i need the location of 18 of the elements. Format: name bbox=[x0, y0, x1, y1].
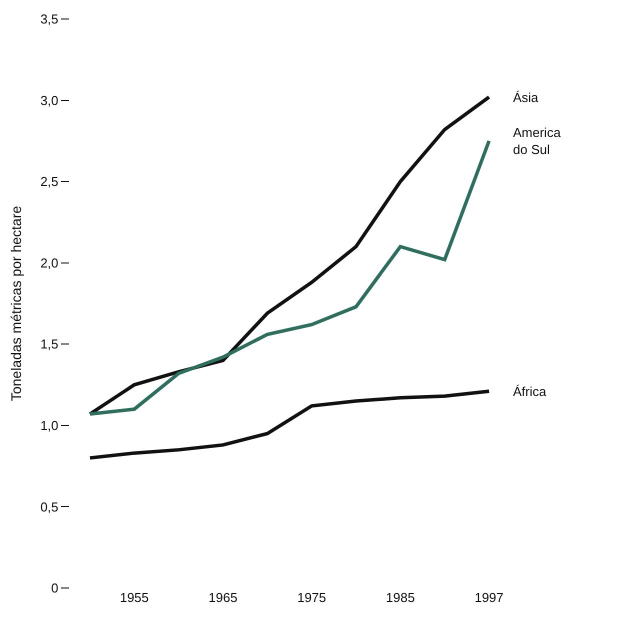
y-tick-label: 0 bbox=[51, 580, 58, 596]
x-tick-label: 1975 bbox=[297, 590, 326, 605]
y-tick-label: 1,5 bbox=[40, 336, 58, 352]
series-label: America do Sul bbox=[513, 125, 562, 157]
x-tick-label: 1955 bbox=[120, 590, 149, 605]
x-tick-label: 1985 bbox=[386, 590, 415, 605]
y-axis-title: Toneladas métricas por hectare bbox=[8, 206, 24, 402]
y-tick-label: 3,5 bbox=[40, 12, 58, 27]
series-label: Ásia bbox=[513, 90, 540, 105]
y-tick-label: 1,0 bbox=[40, 418, 58, 433]
series-label: África bbox=[513, 384, 547, 399]
y-tick-label: 3,0 bbox=[40, 92, 58, 108]
x-tick-label: 1997 bbox=[474, 590, 504, 605]
line-series bbox=[88, 390, 491, 460]
x-tick-label: 1965 bbox=[208, 590, 238, 605]
y-tick-label: 2,0 bbox=[40, 255, 58, 270]
y-tick-label: 2,5 bbox=[40, 174, 58, 190]
y-tick-label: 0,5 bbox=[40, 499, 58, 514]
